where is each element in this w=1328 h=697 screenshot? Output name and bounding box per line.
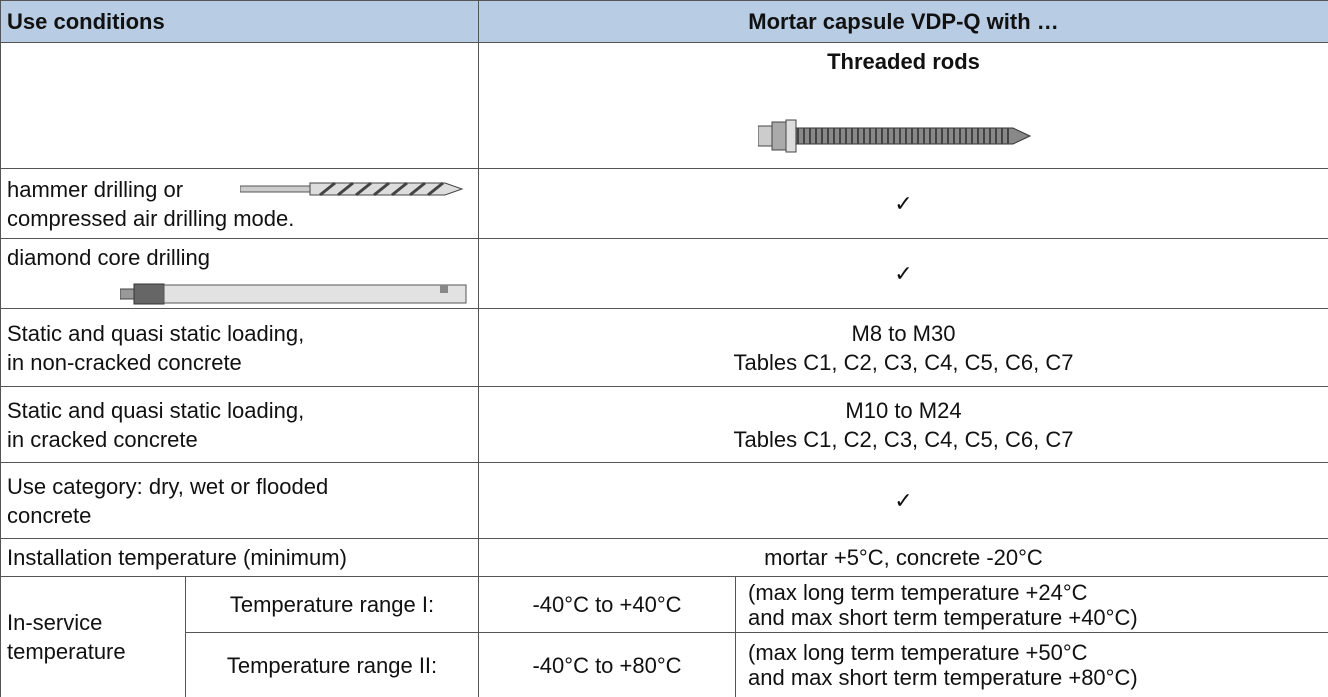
cell-text: (max long term temperature +50°C <box>748 640 1322 665</box>
value-cell: ✓ <box>478 462 1328 539</box>
range-name: Temperature range I: <box>185 576 479 633</box>
cell-text: concrete <box>7 501 472 530</box>
cell-text: Tables C1, C2, C3, C4, C5, C6, C7 <box>734 425 1074 454</box>
value-cell: ✓ <box>478 168 1328 239</box>
cell-text: in cracked concrete <box>7 425 472 454</box>
cell-text: (max long term temperature +24°C <box>748 580 1322 605</box>
core-drill-icon <box>120 282 470 306</box>
cell-text: In-service <box>7 608 179 637</box>
cell-text: ✓ <box>894 486 912 515</box>
cell-text: Installation temperature (minimum) <box>7 543 472 572</box>
cell-text: Static and quasi static loading, <box>7 319 472 348</box>
cell-text: temperature <box>7 637 179 666</box>
cell-text: Temperature range II: <box>227 651 437 680</box>
cell-text: and max short term temperature +40°C) <box>748 605 1322 630</box>
cell-text: Use category: dry, wet or flooded <box>7 472 472 501</box>
cell-text: diamond core drilling <box>7 243 472 272</box>
condition-cell: Installation temperature (minimum) <box>0 538 479 577</box>
cell-text: M10 to M24 <box>845 396 961 425</box>
cell-text: -40°C to +40°C <box>532 590 681 619</box>
cell-text: Temperature range I: <box>230 590 434 619</box>
cell-text: Threaded rods <box>827 47 980 76</box>
range-value: -40°C to +80°C <box>478 632 736 697</box>
cell-text: ✓ <box>894 259 912 288</box>
value-cell: mortar +5°C, concrete -20°C <box>478 538 1328 577</box>
value-cell: ✓ <box>478 238 1328 309</box>
cell-text: M8 to M30 <box>852 319 956 348</box>
range-name: Temperature range II: <box>185 632 479 697</box>
cell-text: and max short term temperature +80°C) <box>748 665 1322 690</box>
header-cell: Use conditions <box>0 0 479 43</box>
cell-text: compressed air drilling mode. <box>7 204 472 233</box>
header-cell: Mortar capsule VDP-Q with … <box>478 0 1328 43</box>
cell-text: -40°C to +80°C <box>532 651 681 680</box>
cell-text: Tables C1, C2, C3, C4, C5, C6, C7 <box>734 348 1074 377</box>
cell-text: ✓ <box>894 189 912 218</box>
empty-cell <box>0 42 479 169</box>
cell-text: in non-cracked concrete <box>7 348 472 377</box>
drill-bit-icon <box>240 180 466 198</box>
cell-text: Static and quasi static loading, <box>7 396 472 425</box>
page: (max long term temperature +50°Cand max … <box>0 0 1328 697</box>
cell-text: Use conditions <box>7 7 472 36</box>
condition-cell: Static and quasi static loading,in crack… <box>0 386 479 463</box>
cell-text: mortar +5°C, concrete -20°C <box>764 543 1043 572</box>
range-value: -40°C to +40°C <box>478 576 736 633</box>
cell-text: Mortar capsule VDP-Q with … <box>748 7 1059 36</box>
threaded-rod-icon <box>758 118 1034 154</box>
condition-cell: Static and quasi static loading,in non-c… <box>0 308 479 387</box>
